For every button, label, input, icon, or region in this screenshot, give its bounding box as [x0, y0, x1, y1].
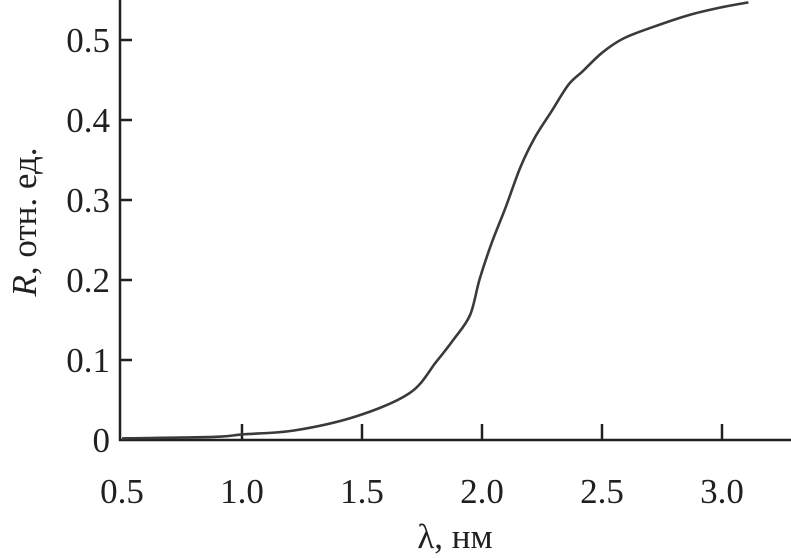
- x-tick-label: 0.5: [100, 472, 144, 511]
- x-tick-label: 2.0: [460, 472, 504, 511]
- y-tick-label: 0.3: [66, 181, 110, 220]
- y-tick-label: 0.2: [66, 261, 110, 300]
- x-tick-label: 1.0: [220, 472, 264, 511]
- x-tick-label: 3.0: [700, 472, 744, 511]
- y-tick-label: 0: [93, 421, 111, 460]
- x-axis-label: λ, нм: [417, 517, 492, 556]
- y-axis-label-unit: , отн. ед.: [5, 147, 44, 275]
- y-ticks: 0 0.1 0.2 0.3 0.4 0.5: [66, 21, 132, 460]
- y-tick-label: 0.4: [66, 101, 110, 140]
- y-tick-label: 0.5: [66, 21, 110, 60]
- y-tick-label: 0.1: [66, 341, 110, 380]
- x-ticks: 0.5 1.0 1.5 2.0 2.5 3.0: [100, 424, 744, 511]
- series-line: [121, 1, 749, 440]
- x-tick-label: 1.5: [340, 472, 384, 511]
- axes: [118, 0, 791, 442]
- y-axis-label: R, отн. ед.: [5, 147, 44, 297]
- y-axis-label-symbol: R: [5, 275, 44, 297]
- x-tick-label: 2.5: [580, 472, 624, 511]
